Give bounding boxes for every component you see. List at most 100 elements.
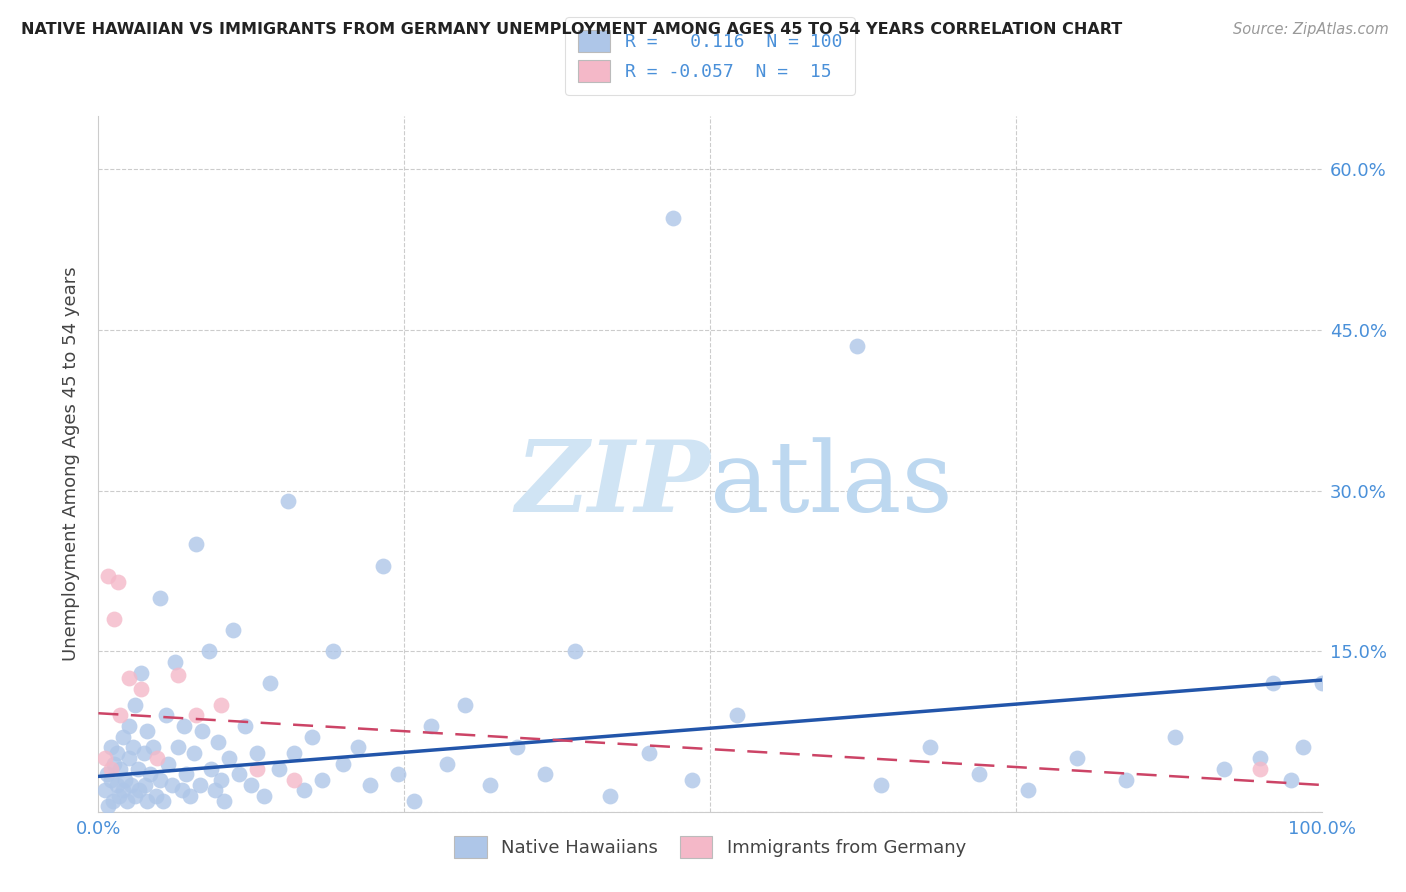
Point (93, 783, 115, 797)
Point (283, 746, 305, 760)
Point (136, 794, 159, 808)
Point (108, 789, 131, 803)
Point (420, 719, 443, 733)
Point (115, 794, 138, 808)
Point (1164, 730, 1187, 744)
Point (214, 794, 236, 808)
Text: Source: ZipAtlas.com: Source: ZipAtlas.com (1233, 22, 1389, 37)
Point (228, 767, 250, 781)
Point (188, 778, 211, 792)
Point (100, 740, 122, 755)
Point (1292, 740, 1315, 755)
Y-axis label: Unemployment Among Ages 45 to 54 years: Unemployment Among Ages 45 to 54 years (62, 267, 80, 661)
Point (165, 655, 187, 669)
Point (114, 772, 136, 787)
Point (111, 783, 134, 797)
Point (638, 746, 661, 760)
Point (105, 746, 128, 760)
Point (209, 772, 232, 787)
Point (124, 789, 146, 803)
Point (436, 756, 458, 771)
Point (246, 746, 269, 760)
Point (149, 591, 172, 605)
Point (142, 740, 165, 755)
Point (387, 767, 409, 781)
Point (1310, 676, 1333, 690)
Point (246, 762, 269, 776)
Point (725, 708, 748, 723)
Point (564, 644, 586, 658)
Point (100, 762, 122, 776)
Point (186, 537, 208, 551)
Point (107, 574, 129, 589)
Point (129, 681, 152, 696)
Point (1249, 751, 1271, 765)
Point (93, 751, 115, 765)
Point (136, 724, 159, 739)
Point (121, 740, 143, 755)
Point (207, 735, 229, 749)
Point (920, 740, 942, 755)
Point (1279, 772, 1302, 787)
Point (101, 794, 124, 808)
Point (373, 558, 395, 573)
Legend: Native Hawaiians, Immigrants from Germany: Native Hawaiians, Immigrants from German… (443, 825, 977, 869)
Point (204, 783, 226, 797)
Point (240, 778, 263, 792)
Point (301, 730, 323, 744)
Point (332, 756, 354, 771)
Point (110, 762, 132, 776)
Point (179, 789, 201, 803)
Point (506, 740, 529, 755)
Point (1066, 751, 1088, 765)
Point (103, 612, 125, 626)
Point (145, 789, 167, 803)
Text: NATIVE HAWAIIAN VS IMMIGRANTS FROM GERMANY UNEMPLOYMENT AMONG AGES 45 TO 54 YEAR: NATIVE HAWAIIAN VS IMMIGRANTS FROM GERMA… (21, 22, 1122, 37)
Point (1115, 772, 1137, 787)
Point (277, 494, 299, 508)
Point (183, 746, 205, 760)
Point (173, 719, 195, 733)
Point (127, 762, 149, 776)
Point (218, 751, 240, 765)
Point (191, 724, 214, 739)
Point (346, 740, 368, 755)
Point (222, 623, 245, 637)
Point (1261, 676, 1284, 690)
Point (128, 783, 150, 797)
Point (681, 772, 703, 787)
Point (160, 778, 183, 792)
Point (197, 644, 219, 658)
Point (259, 676, 281, 690)
Point (105, 778, 128, 792)
Point (967, 767, 990, 781)
Point (111, 730, 134, 744)
Point (118, 719, 141, 733)
Point (870, 778, 893, 792)
Point (155, 708, 177, 723)
Point (129, 665, 152, 680)
Point (402, 794, 425, 808)
Point (845, 339, 868, 353)
Point (233, 719, 256, 733)
Point (534, 767, 557, 781)
Point (599, 789, 621, 803)
Point (170, 783, 193, 797)
Point (110, 708, 132, 723)
Point (146, 751, 169, 765)
Point (1212, 762, 1234, 776)
Point (359, 778, 381, 792)
Point (311, 772, 333, 787)
Point (454, 698, 477, 712)
Point (132, 746, 155, 760)
Text: atlas: atlas (710, 437, 953, 533)
Point (186, 708, 208, 723)
Point (103, 756, 125, 771)
Point (152, 794, 174, 808)
Point (1017, 783, 1039, 797)
Point (167, 667, 190, 681)
Point (134, 778, 156, 792)
Point (118, 751, 141, 765)
Point (209, 698, 232, 712)
Point (200, 762, 222, 776)
